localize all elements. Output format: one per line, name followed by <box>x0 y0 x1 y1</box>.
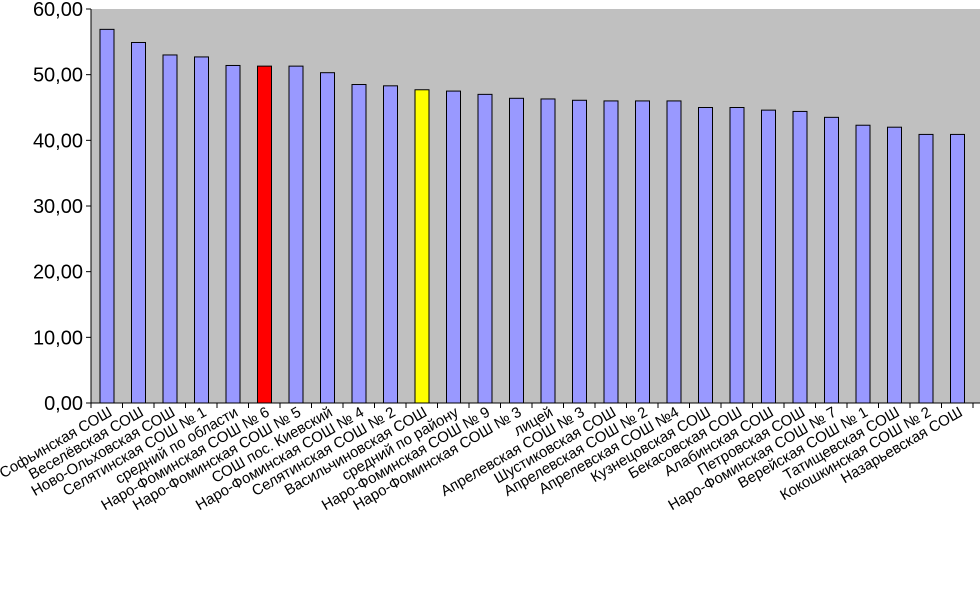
y-tick-label: 10,00 <box>33 327 83 349</box>
bar <box>918 133 934 404</box>
y-tick-label: 40,00 <box>33 130 83 152</box>
bar <box>194 56 209 404</box>
bar <box>99 28 115 404</box>
y-tick-label: 20,00 <box>33 262 83 284</box>
bar <box>698 107 713 404</box>
plot-area <box>91 9 980 403</box>
bar <box>509 97 524 404</box>
bar <box>950 133 965 404</box>
y-tick-label: 30,00 <box>33 196 83 218</box>
bar <box>855 124 871 404</box>
bar <box>792 110 808 404</box>
bar <box>477 93 493 404</box>
y-tick-label: 0,00 <box>44 393 83 415</box>
y-tick-label: 60,00 <box>33 0 83 21</box>
bar <box>383 85 398 404</box>
bar <box>225 64 241 404</box>
bar <box>824 116 839 404</box>
bar <box>446 90 461 404</box>
bar <box>414 89 430 404</box>
bar <box>635 100 650 404</box>
bar <box>257 65 272 404</box>
y-axis: 0,00 10,00 20,00 30,00 40,00 50,00 60,00 <box>33 0 92 415</box>
bar <box>288 65 304 404</box>
bar <box>540 98 556 404</box>
y-tick-label: 50,00 <box>33 65 83 87</box>
bar <box>603 100 619 404</box>
bar <box>572 99 587 404</box>
bar <box>761 109 776 404</box>
bar <box>320 72 335 404</box>
bar <box>887 126 902 404</box>
bar <box>729 107 745 404</box>
bar <box>351 84 367 404</box>
bar <box>666 100 682 404</box>
bar <box>162 54 178 404</box>
bar <box>131 41 146 404</box>
